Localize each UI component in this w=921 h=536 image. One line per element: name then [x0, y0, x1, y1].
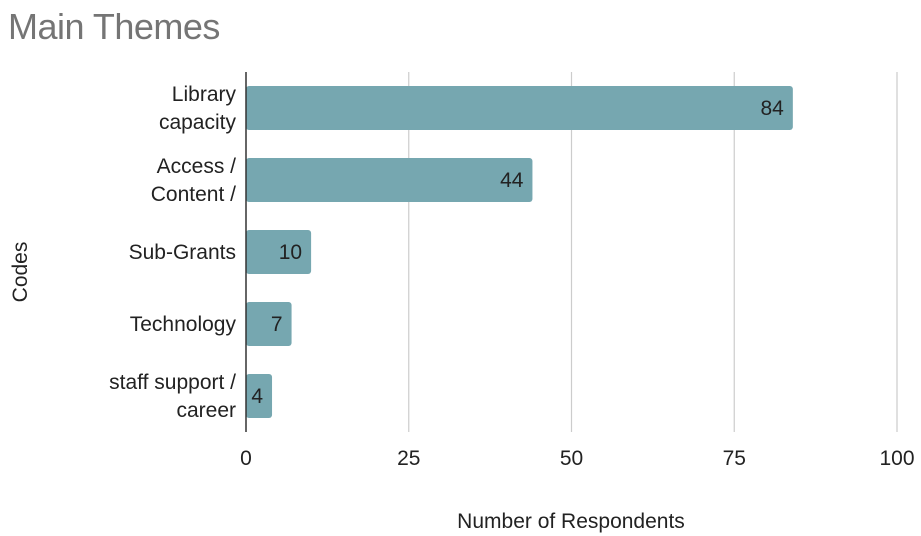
category-label: Sub-Grants	[129, 241, 236, 264]
bar	[246, 230, 312, 274]
category-label: capacity	[159, 111, 237, 134]
category-label: Access /	[157, 155, 237, 178]
y-axis-title: Codes	[9, 242, 32, 303]
bar	[246, 86, 793, 130]
data-label: 4	[251, 385, 263, 408]
category-label: Library	[172, 83, 237, 106]
category-label: career	[176, 399, 236, 422]
category-label: Content /	[151, 183, 236, 206]
category-labels: Library capacity Access / Content / Sub-Gran…	[109, 83, 236, 422]
bar	[246, 374, 273, 418]
bars: 84 44 10 7 4	[246, 86, 793, 418]
x-tick-label: 50	[560, 447, 583, 470]
category-label: staff support /	[109, 371, 236, 394]
data-label: 44	[500, 169, 524, 192]
data-label: 84	[760, 97, 784, 120]
bar	[246, 158, 533, 202]
chart-title: Main Themes	[8, 6, 220, 47]
x-tick-label: 75	[723, 447, 746, 470]
x-axis-title: Number of Respondents	[457, 510, 685, 533]
x-tick-label: 25	[397, 447, 420, 470]
x-tick-label: 100	[879, 447, 914, 470]
data-label: 7	[271, 313, 283, 336]
x-tick-labels: 0 25 50 75 100	[240, 447, 914, 470]
data-label: 10	[279, 241, 302, 264]
category-label: Technology	[130, 313, 237, 336]
x-tick-label: 0	[240, 447, 252, 470]
gridlines	[408, 72, 898, 432]
bar	[246, 302, 292, 346]
